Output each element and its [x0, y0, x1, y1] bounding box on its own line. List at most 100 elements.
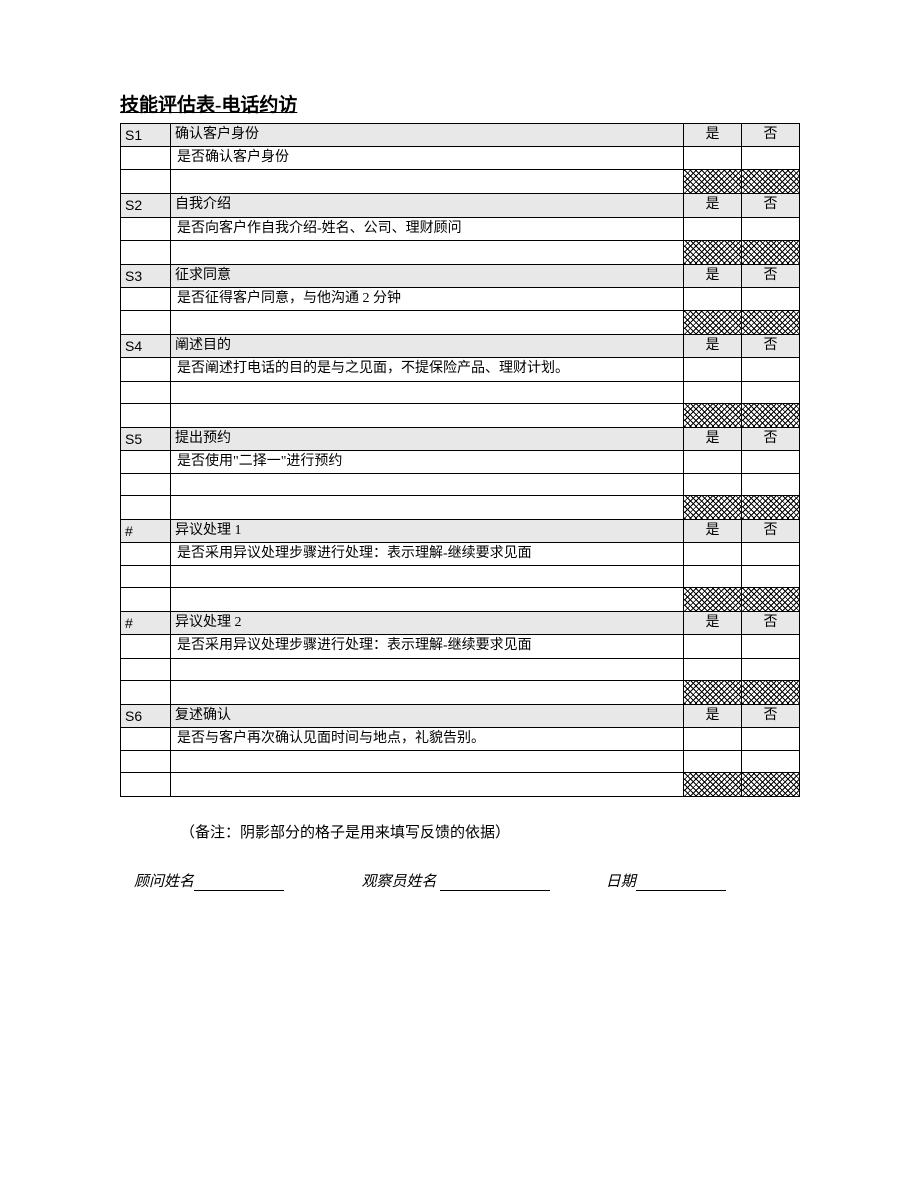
- section-id: #: [121, 519, 171, 542]
- feedback-cell[interactable]: [171, 240, 684, 264]
- shaded-cell: [684, 311, 742, 335]
- empty-cell: [121, 147, 171, 170]
- no-cell[interactable]: [742, 217, 800, 240]
- section-header: S3征求同意是否: [121, 264, 800, 287]
- empty-cell: [121, 403, 171, 427]
- empty-cell: [121, 543, 171, 566]
- section-heading: 复述确认: [171, 704, 684, 727]
- yes-cell[interactable]: [684, 566, 742, 588]
- feedback-cell[interactable]: [171, 311, 684, 335]
- shaded-cell: [742, 680, 800, 704]
- blank-row: [121, 473, 800, 495]
- shaded-cell: [742, 403, 800, 427]
- no-cell[interactable]: [742, 635, 800, 658]
- feedback-cell[interactable]: [171, 170, 684, 194]
- section-desc: 是否征得客户同意，与他沟通 2 分钟: [171, 287, 684, 310]
- section-desc: 是否向客户作自我介绍-姓名、公司、理财顾问: [171, 217, 684, 240]
- no-cell[interactable]: [742, 147, 800, 170]
- yes-cell[interactable]: [684, 543, 742, 566]
- feedback-row: [121, 588, 800, 612]
- yes-cell[interactable]: [684, 450, 742, 473]
- no-header: 否: [742, 124, 800, 147]
- no-cell[interactable]: [742, 566, 800, 588]
- yes-cell[interactable]: [684, 217, 742, 240]
- empty-cell: [121, 588, 171, 612]
- shaded-cell: [742, 495, 800, 519]
- no-cell[interactable]: [742, 658, 800, 680]
- feedback-row: [121, 680, 800, 704]
- empty-cell: [121, 680, 171, 704]
- yes-cell[interactable]: [684, 658, 742, 680]
- shaded-cell: [684, 588, 742, 612]
- no-cell[interactable]: [742, 358, 800, 381]
- empty-cell: [121, 240, 171, 264]
- no-cell[interactable]: [742, 727, 800, 750]
- no-header: 否: [742, 612, 800, 635]
- date-label: 日期: [606, 874, 636, 890]
- feedback-cell[interactable]: [171, 403, 684, 427]
- feedback-cell[interactable]: [171, 495, 684, 519]
- observer-name-field[interactable]: [440, 875, 550, 892]
- no-cell[interactable]: [742, 543, 800, 566]
- section-heading: 征求同意: [171, 264, 684, 287]
- section-desc: 是否阐述打电话的目的是与之见面，不提保险产品、理财计划。: [171, 358, 684, 381]
- section-desc: 是否与客户再次确认见面时间与地点，礼貌告别。: [171, 727, 684, 750]
- advisor-label: 顾问姓名: [134, 874, 194, 890]
- empty-cell: [121, 751, 171, 773]
- no-cell[interactable]: [742, 751, 800, 773]
- yes-header: 是: [684, 124, 742, 147]
- section-desc-row: 是否向客户作自我介绍-姓名、公司、理财顾问: [121, 217, 800, 240]
- date-field[interactable]: [636, 875, 726, 892]
- section-header: S2自我介绍是否: [121, 194, 800, 217]
- section-desc-row: 是否确认客户身份: [121, 147, 800, 170]
- yes-cell[interactable]: [684, 358, 742, 381]
- no-cell[interactable]: [742, 473, 800, 495]
- section-heading: 异议处理 2: [171, 612, 684, 635]
- section-desc-row: 是否采用异议处理步骤进行处理：表示理解-继续要求见面: [121, 543, 800, 566]
- blank-row: [121, 658, 800, 680]
- yes-header: 是: [684, 264, 742, 287]
- section-id: S6: [121, 704, 171, 727]
- section-header: S4阐述目的是否: [121, 335, 800, 358]
- empty-cell: [121, 566, 171, 588]
- feedback-cell[interactable]: [171, 588, 684, 612]
- yes-cell[interactable]: [684, 381, 742, 403]
- yes-cell[interactable]: [684, 147, 742, 170]
- empty-cell: [121, 450, 171, 473]
- shaded-cell: [742, 311, 800, 335]
- section-heading: 确认客户身份: [171, 124, 684, 147]
- section-id: S1: [121, 124, 171, 147]
- yes-header: 是: [684, 194, 742, 217]
- no-cell[interactable]: [742, 450, 800, 473]
- yes-cell[interactable]: [684, 727, 742, 750]
- empty-cell: [121, 217, 171, 240]
- feedback-row: [121, 311, 800, 335]
- yes-header: 是: [684, 427, 742, 450]
- section-heading: 异议处理 1: [171, 519, 684, 542]
- shaded-cell: [742, 588, 800, 612]
- feedback-cell[interactable]: [171, 773, 684, 797]
- shaded-cell: [684, 240, 742, 264]
- shaded-cell: [684, 773, 742, 797]
- empty-cell: [171, 658, 684, 680]
- shaded-cell: [684, 170, 742, 194]
- blank-row: [121, 381, 800, 403]
- no-cell[interactable]: [742, 287, 800, 310]
- shaded-cell: [684, 495, 742, 519]
- blank-row: [121, 566, 800, 588]
- yes-cell[interactable]: [684, 473, 742, 495]
- section-desc-row: 是否与客户再次确认见面时间与地点，礼貌告别。: [121, 727, 800, 750]
- section-heading: 阐述目的: [171, 335, 684, 358]
- feedback-cell[interactable]: [171, 680, 684, 704]
- no-cell[interactable]: [742, 381, 800, 403]
- yes-cell[interactable]: [684, 287, 742, 310]
- advisor-name-field[interactable]: [194, 875, 284, 892]
- empty-cell: [121, 473, 171, 495]
- yes-cell[interactable]: [684, 635, 742, 658]
- yes-cell[interactable]: [684, 751, 742, 773]
- yes-header: 是: [684, 612, 742, 635]
- assessment-table: S1确认客户身份是否是否确认客户身份S2自我介绍是否是否向客户作自我介绍-姓名、…: [120, 123, 800, 797]
- section-desc: 是否采用异议处理步骤进行处理：表示理解-继续要求见面: [171, 635, 684, 658]
- feedback-row: [121, 170, 800, 194]
- yes-header: 是: [684, 335, 742, 358]
